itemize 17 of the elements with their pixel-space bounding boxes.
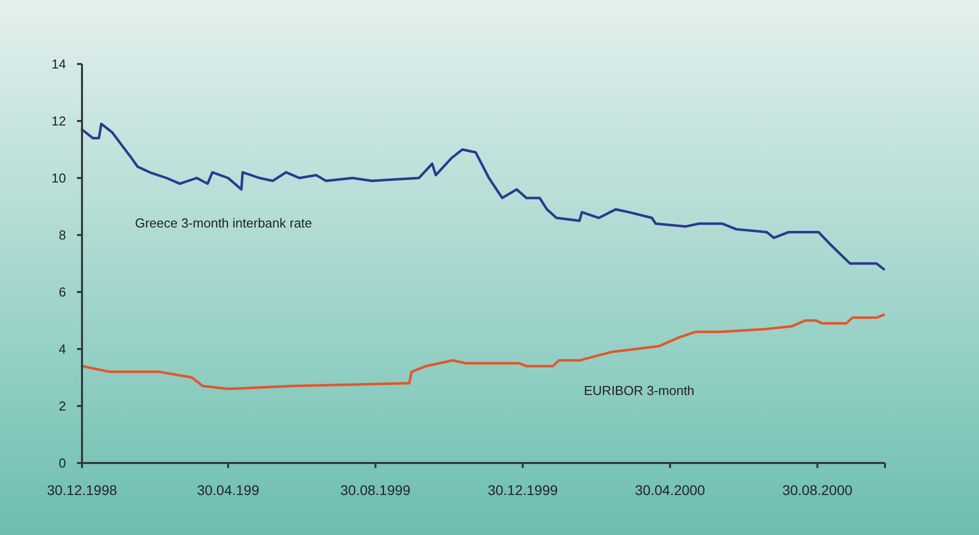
series-label: EURIBOR 3-month	[584, 383, 694, 398]
x-tick-label: 30.08.2000	[782, 482, 853, 498]
x-tick-label: 30.04.2000	[635, 482, 706, 498]
x-tick-label: 30.04.199	[196, 482, 260, 498]
y-tick-label: 10	[52, 170, 66, 186]
y-tick-label: 14	[52, 56, 66, 72]
y-tick-label: 4	[58, 342, 66, 357]
y-tick-label: 12	[52, 114, 66, 129]
y-tick-label: 0	[58, 456, 66, 471]
line-series	[80, 122, 886, 270]
text: Greece 3-month interbank rate	[135, 216, 312, 231]
y-tick-label: 2	[58, 398, 66, 414]
y-tick-label: 8	[58, 228, 66, 243]
x-tick-label: 30.12.1998	[46, 482, 118, 498]
x-tick-label: 30.12.1999	[488, 482, 558, 498]
y-tick-label: 6	[58, 284, 66, 300]
x-tick-label: 30.08.1999	[340, 482, 411, 498]
